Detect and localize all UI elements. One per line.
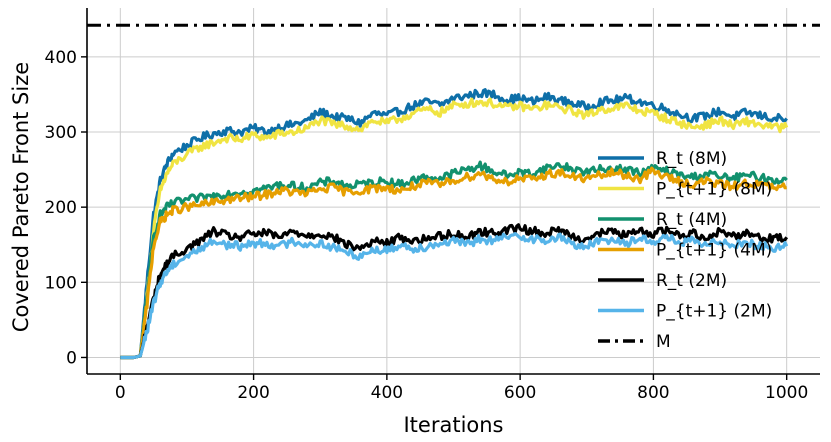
series-line-0 <box>120 88 788 360</box>
legend-label: M <box>656 332 671 352</box>
y-tick-label: 300 <box>45 123 77 143</box>
series-layer <box>87 23 820 360</box>
legend-label: R_t (8M) <box>656 149 727 169</box>
legend-label: R_t (4M) <box>656 210 727 230</box>
x-tick-label: 600 <box>504 383 536 403</box>
y-tick-label: 0 <box>66 348 77 368</box>
x-axis-title: Iterations <box>403 413 503 437</box>
y-tick-label: 100 <box>45 273 77 293</box>
legend-label: P_{t+1} (8M) <box>656 180 772 200</box>
legend-label: P_{t+1} (2M) <box>656 302 772 322</box>
legend-label: R_t (2M) <box>656 271 727 291</box>
legend: R_t (8M) P_{t+1} (8M) R_t (4M) P_{t+1} (4M)… <box>598 149 772 352</box>
series-line-4 <box>120 223 789 360</box>
y-axis-title: Covered Pareto Front Size <box>9 62 33 332</box>
ticks: 0 200 400 600 800 1000 0 100 200 300 400 <box>45 48 809 403</box>
x-tick-label: 0 <box>115 383 126 403</box>
x-tick-label: 800 <box>637 383 669 403</box>
y-tick-label: 400 <box>45 48 77 68</box>
axes <box>86 8 820 375</box>
series-line-3 <box>120 166 787 360</box>
x-tick-label: 400 <box>371 383 403 403</box>
grid <box>87 8 820 374</box>
y-tick-label: 200 <box>45 198 77 218</box>
legend-label: P_{t+1} (4M) <box>656 241 772 261</box>
series-line-1 <box>120 97 789 360</box>
x-tick-label: 1000 <box>765 383 808 403</box>
x-tick-label: 200 <box>237 383 269 403</box>
series-line-5 <box>120 232 789 360</box>
